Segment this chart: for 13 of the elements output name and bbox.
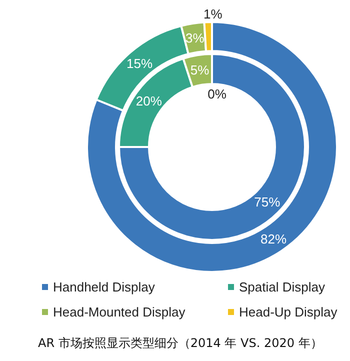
data-label: 82%: [260, 231, 288, 246]
data-label: 15%: [126, 56, 153, 72]
text: 0%: [208, 86, 226, 102]
data-label: 20%: [136, 94, 162, 109]
legend-label: Head-Up Display: [239, 304, 338, 320]
data-label: 75%: [254, 194, 281, 210]
data-label: 3%: [185, 30, 205, 46]
text: AR 市场按照显示类型细分（2014 年 VS. 2020 年）: [38, 336, 322, 350]
legend-label: Spatial Display: [239, 280, 326, 294]
legend-label: Handheld Display: [53, 280, 156, 294]
data-label: 1%: [203, 6, 223, 22]
data-label: 5%: [190, 62, 210, 78]
legend-label: Head-Mounted Display: [53, 304, 186, 320]
